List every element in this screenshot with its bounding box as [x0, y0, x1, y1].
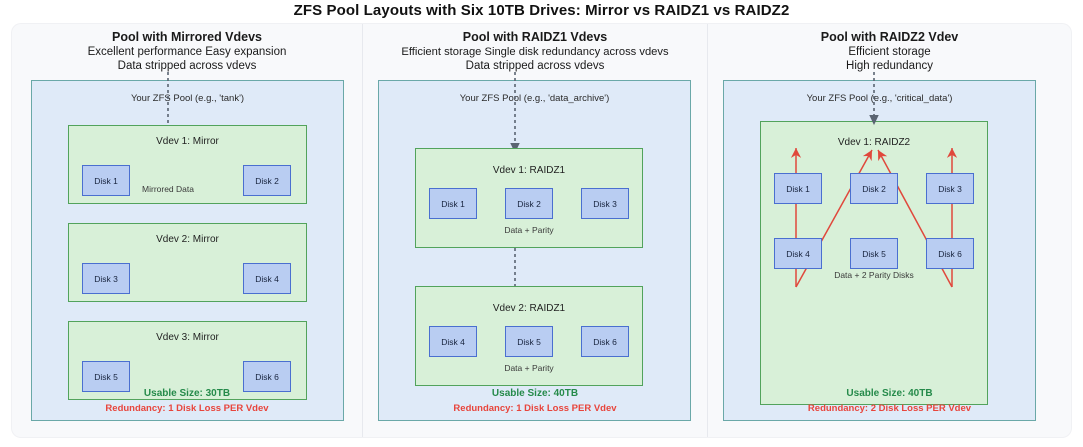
vdev-label-raidz1-1: Vdev 1: RAIDZ1	[492, 165, 566, 176]
panel-raidz1: Pool with RAIDZ1 Vdevs Efficient storage…	[363, 24, 707, 437]
panel-raidz2-subtitle-1: Efficient storage	[848, 46, 931, 58]
panel-raidz2: Pool with RAIDZ2 Vdev Efficient storage …	[708, 24, 1071, 437]
panel-mirror-header: Pool with Mirrored Vdevs Excellent perfo…	[12, 24, 362, 73]
usable-size-mirror: Usable Size: 30TB	[143, 388, 231, 399]
vdev-note-raidz1-2: Data + Parity	[504, 363, 554, 373]
vdev-note-raidz2-1: Data + 2 Parity Disks	[834, 270, 914, 280]
panel-raidz1-subtitle-2: Data stripped across vdevs	[465, 60, 605, 72]
disk-raidz1-1-c: Disk 3	[581, 188, 629, 219]
usable-size-raidz1: Usable Size: 40TB	[491, 388, 579, 399]
redundancy-mirror: Redundancy: 1 Disk Loss PER Vdev	[105, 403, 269, 414]
disk-raidz2-6: Disk 6	[926, 238, 974, 269]
panel-raidz1-title: Pool with RAIDZ1 Vdevs	[462, 30, 608, 44]
disk-raidz2-5: Disk 5	[850, 238, 898, 269]
redundancy-raidz1: Redundancy: 1 Disk Loss PER Vdev	[453, 403, 617, 414]
panel-raidz2-title: Pool with RAIDZ2 Vdev	[820, 30, 959, 44]
panel-mirror-title: Pool with Mirrored Vdevs	[111, 30, 263, 44]
disk-raidz2-4: Disk 4	[774, 238, 822, 269]
disk-mirror-1-b: Disk 2	[243, 165, 291, 196]
disk-raidz1-2-b: Disk 5	[505, 326, 553, 357]
panel-raidz1-subtitle-1: Efficient storage Single disk redundancy…	[401, 46, 669, 58]
vdev-label-raidz1-2: Vdev 2: RAIDZ1	[492, 303, 566, 314]
vdev-label-mirror-2: Vdev 2: Mirror	[156, 234, 219, 245]
redundancy-raidz2: Redundancy: 2 Disk Loss PER Vdev	[807, 403, 972, 414]
disk-raidz1-1-b: Disk 2	[505, 188, 553, 219]
vdev-label-mirror-1: Vdev 1: Mirror	[156, 136, 219, 147]
disk-raidz1-1-a: Disk 1	[429, 188, 477, 219]
disk-raidz1-2-a: Disk 4	[429, 326, 477, 357]
disk-raidz2-2: Disk 2	[850, 173, 898, 204]
vdev-label-raidz2-1: Vdev 1: RAIDZ2	[837, 137, 911, 148]
pool-label-raidz1: Your ZFS Pool (e.g., 'data_archive')	[459, 93, 610, 104]
disk-mirror-3-a: Disk 5	[82, 361, 130, 392]
vdev-note-mirror-1: Mirrored Data	[142, 184, 194, 194]
panel-mirror-subtitle-2: Data stripped across vdevs	[117, 60, 257, 72]
disk-raidz2-3: Disk 3	[926, 173, 974, 204]
pool-label-raidz2: Your ZFS Pool (e.g., 'critical_data')	[806, 93, 953, 104]
vdev-note-raidz1-1: Data + Parity	[504, 225, 554, 235]
disk-mirror-1-a: Disk 1	[82, 165, 130, 196]
usable-size-raidz2: Usable Size: 40TB	[846, 388, 933, 399]
panel-mirror: Pool with Mirrored Vdevs Excellent perfo…	[12, 24, 362, 437]
figure-title: ZFS Pool Layouts with Six 10TB Drives: M…	[293, 2, 790, 19]
panel-mirror-subtitle-1: Excellent performance Easy expansion	[87, 46, 287, 58]
panel-raidz1-header: Pool with RAIDZ1 Vdevs Efficient storage…	[363, 24, 707, 73]
panel-divider-2	[707, 24, 708, 437]
parity-arrows-raidz2	[790, 72, 958, 288]
disk-mirror-3-b: Disk 6	[243, 361, 291, 392]
disk-mirror-2-a: Disk 3	[82, 263, 130, 294]
disk-mirror-2-b: Disk 4	[243, 263, 291, 294]
disk-raidz2-1: Disk 1	[774, 173, 822, 204]
disk-raidz1-2-c: Disk 6	[581, 326, 629, 357]
panel-raidz2-subtitle-2: High redundancy	[846, 60, 933, 72]
panel-raidz2-header: Pool with RAIDZ2 Vdev Efficient storage …	[708, 24, 1071, 73]
vdev-label-mirror-3: Vdev 3: Mirror	[156, 332, 219, 343]
pool-label-mirror: Your ZFS Pool (e.g., 'tank')	[130, 93, 245, 104]
panel-divider-1	[362, 24, 363, 437]
